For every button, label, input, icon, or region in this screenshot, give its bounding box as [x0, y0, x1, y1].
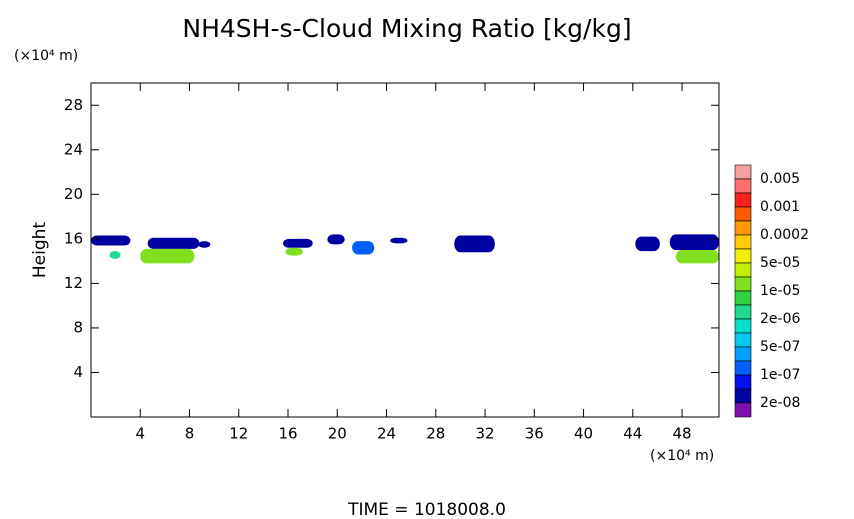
- colorbar-box: [734, 262, 752, 278]
- y-tick-label: 12: [64, 274, 83, 292]
- x-tick-label: 48: [673, 425, 692, 443]
- colorbar-box: [734, 192, 752, 208]
- colorbar-label: 5e-07: [760, 339, 800, 355]
- y-tick-label: 8: [73, 318, 83, 336]
- colorbar-box: [734, 304, 752, 320]
- cloud-patch: [91, 235, 131, 246]
- cloud-patch: [147, 237, 200, 249]
- colorbar-box: [734, 220, 752, 236]
- colorbar-label: 2e-06: [760, 311, 800, 327]
- colorbar-box: [734, 234, 752, 250]
- x-tick-label: 32: [475, 425, 494, 443]
- cloud-patch: [352, 241, 375, 255]
- colorbar-box: [734, 276, 752, 292]
- colorbar-label: 0.0002: [760, 227, 809, 243]
- plot-frame: [90, 82, 720, 418]
- y-tick-label: 4: [73, 363, 83, 381]
- colorbar-box: [734, 318, 752, 334]
- chart-title: NH4SH-s-Cloud Mixing Ratio [kg/kg]: [182, 14, 631, 43]
- colorbar-box: [734, 164, 752, 180]
- x-tick-label: 8: [185, 425, 195, 443]
- colorbar-label: 5e-05: [760, 255, 800, 271]
- colorbar-box: [734, 290, 752, 306]
- colorbar-box: [734, 388, 752, 404]
- x-unit: (×10⁴ m): [650, 448, 714, 464]
- colorbar-box: [734, 374, 752, 390]
- cloud-patch: [454, 235, 495, 253]
- cloud-patch: [669, 234, 719, 250]
- colorbar-label: 0.001: [760, 199, 800, 215]
- colorbar-box: [734, 332, 752, 348]
- cloud-patch: [285, 247, 303, 256]
- x-tick-label: 20: [328, 425, 347, 443]
- x-tick-label: 28: [426, 425, 445, 443]
- y-tick-label: 16: [64, 229, 83, 247]
- x-tick-label: 16: [278, 425, 297, 443]
- x-tick-label: 44: [623, 425, 642, 443]
- cloud-patch: [198, 241, 211, 248]
- y-unit: (×10⁴ m): [14, 48, 78, 64]
- cloud-patch: [675, 250, 719, 264]
- cloud-patch: [283, 238, 313, 248]
- footer: TIME = 1018008.0: [347, 500, 506, 519]
- colorbar-label: 2e-08: [760, 395, 800, 411]
- cloud-patch: [109, 251, 121, 259]
- colorbar-label: 1e-05: [760, 283, 800, 299]
- x-tick-label: 40: [574, 425, 593, 443]
- colorbar-box: [734, 402, 752, 418]
- colorbar-box: [734, 248, 752, 264]
- cloud-patch: [327, 234, 345, 245]
- y-tick-label: 20: [64, 185, 83, 203]
- y-label: Height: [30, 222, 50, 279]
- colorbar-box: [734, 346, 752, 362]
- colorbar-box: [734, 360, 752, 376]
- colorbar-box: [734, 206, 752, 222]
- cloud-patch: [390, 237, 408, 244]
- y-tick-label: 24: [64, 140, 83, 158]
- x-tick-label: 24: [377, 425, 396, 443]
- cloud-patch: [140, 248, 195, 264]
- x-tick-label: 4: [135, 425, 145, 443]
- y-tick-label: 28: [64, 96, 83, 114]
- colorbar-label: 1e-07: [760, 367, 800, 383]
- colorbar-box: [734, 178, 752, 194]
- x-tick-label: 36: [525, 425, 544, 443]
- x-tick-label: 12: [229, 425, 248, 443]
- cloud-patch: [635, 236, 660, 252]
- colorbar-label: 0.005: [760, 171, 800, 187]
